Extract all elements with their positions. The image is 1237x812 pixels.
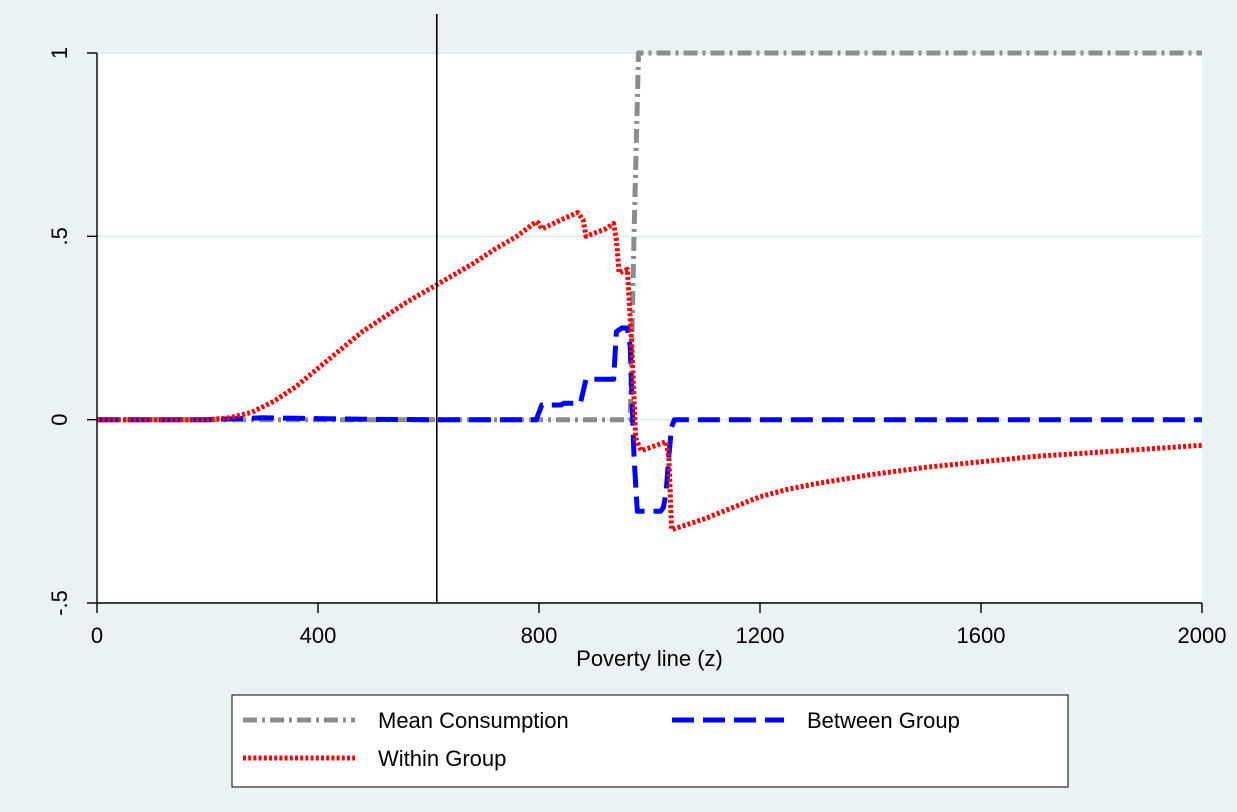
y-tick-label: .5: [47, 227, 72, 245]
legend: Mean Consumption Between Group Within Grou…: [231, 694, 1069, 788]
series-line-1: [97, 325, 1202, 514]
x-tick-label: 800: [521, 623, 558, 648]
x-axis-title: Poverty line (z): [576, 646, 723, 671]
x-tick-label: 1200: [736, 623, 785, 648]
legend-label: Between Group: [807, 708, 960, 733]
series-line-2: [97, 210, 1203, 533]
legend-label: Mean Consumption: [378, 708, 569, 733]
axes: -.5 0 .5 1 0 400 800 1200 1600 2000: [47, 47, 1226, 648]
legend-box: [231, 694, 1069, 788]
y-tick-label: 0: [47, 414, 72, 426]
x-tick-label: 0: [91, 623, 103, 648]
y-tick-label: -.5: [47, 590, 72, 616]
plot-area: [97, 53, 1202, 603]
y-tick-label: 1: [47, 47, 72, 59]
x-tick-label: 2000: [1178, 623, 1227, 648]
x-tick-label: 400: [300, 623, 337, 648]
legend-label: Within Group: [378, 746, 506, 771]
x-tick-label: 1600: [957, 623, 1006, 648]
series-layer: [97, 50, 1203, 533]
